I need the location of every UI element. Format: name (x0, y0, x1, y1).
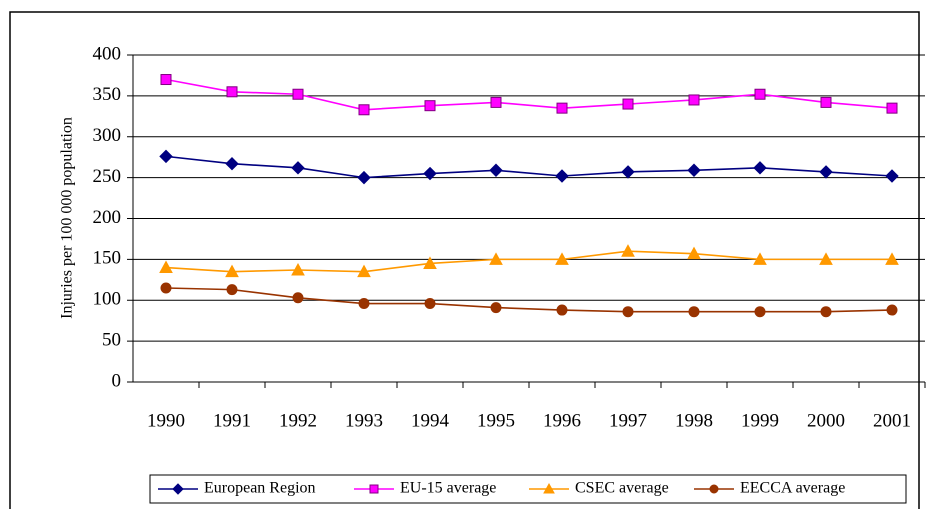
marker (886, 304, 898, 316)
y-tick-label: 350 (93, 84, 122, 105)
marker (357, 170, 371, 185)
marker (753, 161, 767, 175)
x-tick-label: 1998 (675, 410, 713, 431)
marker (688, 306, 700, 318)
marker (423, 166, 437, 181)
legend-label: European Region (204, 480, 316, 497)
marker (622, 306, 634, 318)
legend-label: EECCA average (740, 480, 845, 497)
marker (291, 262, 305, 276)
marker (621, 165, 635, 179)
marker (754, 88, 766, 100)
y-tick-label: 300 (93, 125, 122, 146)
y-tick-label: 400 (93, 43, 122, 64)
marker (555, 252, 569, 265)
series-line (165, 155, 893, 179)
marker (489, 252, 503, 265)
y-tick-label: 50 (102, 329, 121, 350)
marker (489, 163, 503, 177)
x-tick-label: 1990 (147, 410, 185, 431)
marker (226, 284, 238, 296)
marker (226, 86, 238, 98)
series-line (165, 78, 893, 111)
marker (159, 149, 173, 164)
marker (358, 104, 370, 116)
marker (709, 484, 719, 494)
marker (754, 306, 766, 318)
marker (753, 252, 767, 265)
legend-label: EU-15 average (400, 480, 496, 497)
x-tick-label: 1991 (213, 410, 251, 431)
marker (424, 298, 436, 310)
marker (369, 484, 379, 494)
marker (172, 483, 184, 495)
x-tick-label: 2000 (807, 410, 845, 431)
marker (555, 169, 569, 183)
y-tick-label: 250 (93, 166, 122, 187)
y-tick-label: 200 (93, 207, 122, 228)
marker (292, 292, 304, 304)
marker (358, 298, 370, 310)
marker (424, 100, 436, 112)
marker (225, 157, 239, 171)
marker (160, 282, 172, 294)
y-tick-label: 100 (93, 289, 122, 310)
marker (820, 96, 832, 108)
marker (819, 165, 833, 179)
legend-label: CSEC average (575, 480, 669, 497)
marker (687, 163, 701, 177)
marker (819, 252, 833, 265)
marker (687, 246, 701, 260)
chart-frame (9, 11, 920, 509)
marker (885, 252, 899, 265)
marker (490, 96, 502, 108)
marker (820, 306, 832, 318)
marker (886, 102, 898, 114)
marker (688, 94, 700, 106)
marker (622, 98, 634, 110)
marker (225, 264, 239, 278)
marker (423, 256, 437, 269)
marker (621, 244, 635, 257)
marker (490, 302, 502, 314)
x-tick-label: 1999 (741, 410, 779, 431)
x-tick-label: 1997 (609, 410, 647, 431)
x-tick-label: 1995 (477, 410, 515, 431)
marker (543, 482, 555, 494)
marker (160, 74, 172, 86)
marker (292, 88, 304, 100)
marker (556, 304, 568, 316)
legend-box (149, 474, 907, 504)
x-tick-label: 1992 (279, 410, 317, 431)
series-line (165, 250, 892, 273)
x-tick-label: 1996 (543, 410, 581, 431)
y-tick-label: 150 (93, 248, 122, 269)
y-tick-label: 0 (112, 370, 122, 391)
x-tick-label: 1994 (411, 410, 450, 431)
series-line (165, 287, 893, 313)
x-tick-label: 1993 (345, 410, 383, 431)
marker (357, 264, 371, 278)
marker (291, 161, 305, 175)
marker (885, 169, 899, 183)
y-axis-label: Injuries per 100 000 population (59, 117, 76, 319)
legend: European Region EU-15 average CSEC average… (149, 474, 907, 504)
marker (556, 102, 568, 114)
x-tick-label: 2001 (873, 410, 911, 431)
marker (159, 260, 173, 274)
